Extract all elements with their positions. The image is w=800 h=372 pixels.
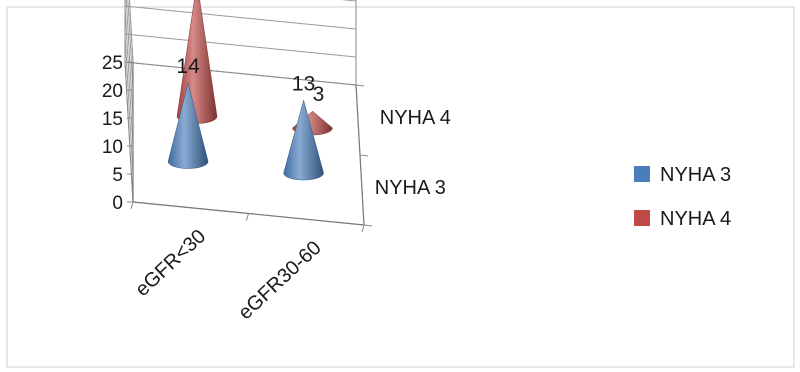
gridlines bbox=[124, 0, 357, 175]
chart-border bbox=[6, 6, 795, 368]
depth-axis-ticks: NYHA 4 NYHA 3 bbox=[355, 84, 451, 227]
cone-nyha-3-egfr30-60 bbox=[283, 99, 324, 181]
x-tick-mark bbox=[246, 213, 249, 221]
y-tick-label: 10 bbox=[102, 137, 123, 158]
gridline bbox=[127, 0, 134, 91]
x-tick-mark bbox=[130, 201, 134, 210]
y-tick-label: 20 bbox=[102, 81, 123, 102]
x-tick-mark bbox=[361, 224, 365, 233]
depth-tick-mark bbox=[363, 224, 373, 227]
legend-swatch-nyha-4 bbox=[634, 210, 650, 226]
legend-label-nyha-4: NYHA 4 bbox=[660, 208, 731, 230]
depth-tick-mark bbox=[355, 84, 365, 87]
data-label-nyha-3-egfr-30: 14 bbox=[176, 55, 200, 78]
gridline bbox=[128, 0, 134, 63]
depth-tick-label-nyha-3: NYHA 3 bbox=[375, 177, 446, 199]
legend: NYHA 3 NYHA 4 bbox=[634, 164, 731, 230]
cones bbox=[167, 0, 333, 181]
y-tick-label: 15 bbox=[102, 109, 123, 130]
y-tick-label: 25 bbox=[102, 53, 123, 74]
y-tick-label: 5 bbox=[112, 165, 123, 186]
legend-label-nyha-3: NYHA 3 bbox=[660, 164, 731, 186]
y-tick-label: 0 bbox=[112, 193, 123, 214]
legend-swatch-nyha-3 bbox=[634, 166, 650, 182]
data-label-nyha-4-egfr30-60: 3 bbox=[313, 83, 325, 106]
cone-nyha-3-egfr-30 bbox=[167, 83, 209, 169]
depth-tick-mark bbox=[359, 154, 369, 157]
data-label-nyha-3-egfr30-60: 13 bbox=[292, 72, 315, 95]
gridline bbox=[125, 0, 357, 119]
depth-tick-label-nyha-4: NYHA 4 bbox=[380, 107, 451, 129]
gridline bbox=[124, 33, 357, 175]
y-axis-ticks: 0 5 10 15 20 25 bbox=[102, 53, 133, 214]
gridline bbox=[124, 5, 357, 147]
data-labels: 2431413 bbox=[176, 55, 325, 106]
